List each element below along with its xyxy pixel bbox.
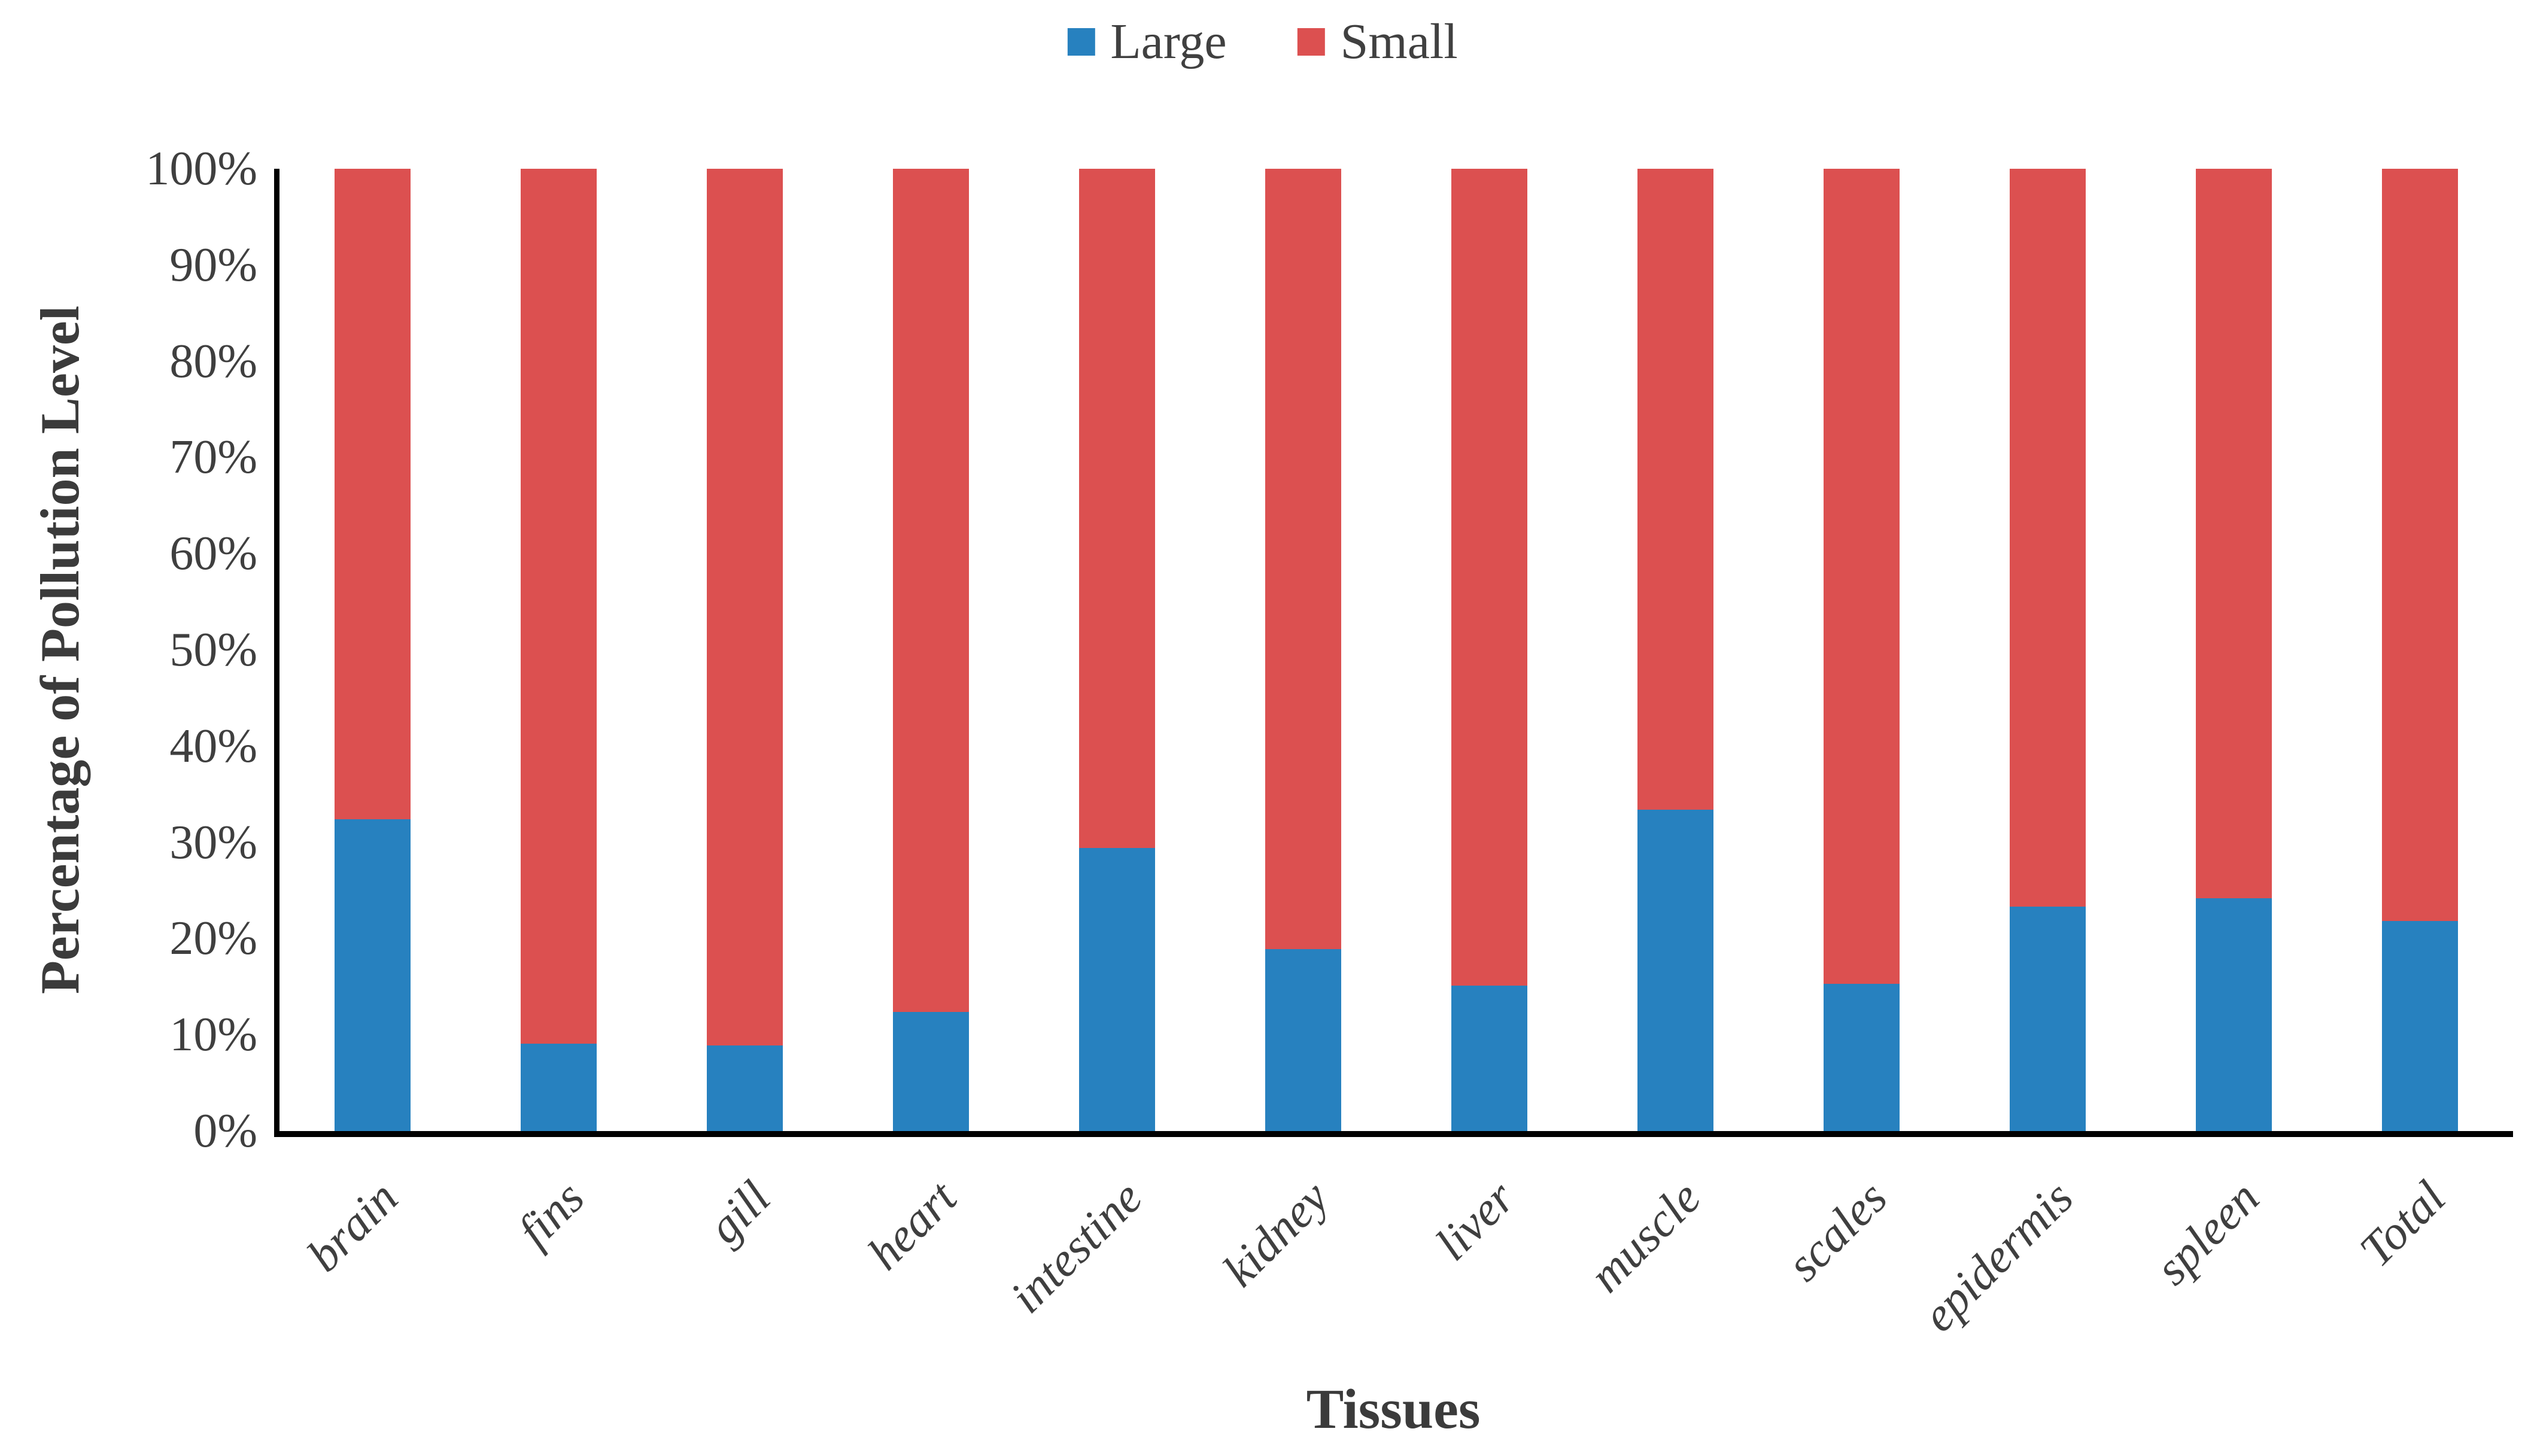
y-tick-label: 20% xyxy=(169,912,257,965)
y-tick-label: 80% xyxy=(169,335,257,388)
segment-large xyxy=(892,1011,970,1131)
segment-small xyxy=(892,169,970,1012)
y-axis-title: Percentage of Pollution Level xyxy=(29,305,90,995)
stacked-bar-fins xyxy=(520,169,597,1131)
x-category-label: spleen xyxy=(2146,1171,2269,1295)
segment-small xyxy=(1265,169,1342,950)
x-category-label: heart xyxy=(858,1171,967,1280)
stacked-bar-kidney xyxy=(1265,169,1342,1131)
segment-large xyxy=(520,1043,597,1131)
bar-slot-heart xyxy=(838,169,1024,1131)
y-tick-label: 0% xyxy=(193,1105,257,1157)
stacked-bar-heart xyxy=(892,169,970,1131)
segment-large xyxy=(1078,848,1156,1131)
legend-swatch-icon xyxy=(1297,28,1325,56)
x-category-label: kidney xyxy=(1213,1171,1339,1297)
bar-slot-total xyxy=(2327,169,2513,1131)
segment-large xyxy=(706,1045,783,1131)
bar-slot-kidney xyxy=(1210,169,1396,1131)
x-category-label: liver xyxy=(1426,1171,1525,1271)
x-category-label: scales xyxy=(1777,1171,1897,1291)
bar-slot-muscle xyxy=(1582,169,1769,1131)
segment-large xyxy=(1451,986,1528,1131)
legend: Large Small xyxy=(1067,14,1458,69)
x-category-label: muscle xyxy=(1579,1171,1711,1303)
stacked-bar-spleen xyxy=(2195,169,2272,1131)
y-tick-label: 10% xyxy=(169,1008,257,1062)
x-category-label: epidermis xyxy=(1912,1171,2083,1342)
x-category-label: fins xyxy=(508,1171,594,1258)
segment-small xyxy=(520,169,597,1044)
stacked-bar-total xyxy=(2381,169,2459,1131)
segment-small xyxy=(1078,169,1156,849)
legend-item-small: Small xyxy=(1297,14,1458,69)
x-category-label: Total xyxy=(2350,1171,2456,1277)
bar-slot-fins xyxy=(466,169,652,1131)
segment-large xyxy=(1823,983,1900,1131)
segment-small xyxy=(2381,169,2459,922)
plot-area xyxy=(274,169,2513,1137)
bar-slot-scales xyxy=(1769,169,1955,1131)
bar-slot-epidermis xyxy=(1955,169,2141,1131)
x-axis-title: Tissues xyxy=(1306,1378,1481,1440)
x-category-label: gill xyxy=(698,1171,780,1254)
legend-label: Small xyxy=(1340,14,1458,69)
y-tick-label: 70% xyxy=(169,431,257,484)
segment-large xyxy=(2195,898,2272,1131)
stacked-bar-brain xyxy=(334,169,411,1131)
stacked-bar-liver xyxy=(1451,169,1528,1131)
y-tick-label: 40% xyxy=(169,719,257,773)
x-category-label: intestine xyxy=(1001,1171,1153,1324)
bar-slot-brain xyxy=(279,169,466,1131)
bar-slot-spleen xyxy=(2141,169,2327,1131)
y-tick-label: 50% xyxy=(169,624,257,676)
segment-small xyxy=(2009,169,2086,907)
segment-small xyxy=(2195,169,2272,898)
stacked-bar-intestine xyxy=(1078,169,1156,1131)
stacked-bar-scales xyxy=(1823,169,1900,1131)
stacked-bar-epidermis xyxy=(2009,169,2086,1131)
segment-small xyxy=(1637,169,1714,810)
segment-large xyxy=(1637,809,1714,1131)
legend-swatch-icon xyxy=(1067,28,1095,56)
bar-slot-intestine xyxy=(1024,169,1210,1131)
legend-item-large: Large xyxy=(1067,14,1227,69)
segment-large xyxy=(2381,921,2459,1131)
segment-large xyxy=(1265,949,1342,1131)
bar-slot-gill xyxy=(652,169,838,1131)
legend-label: Large xyxy=(1110,14,1227,69)
y-tick-label: 90% xyxy=(169,238,257,291)
segment-small xyxy=(1823,169,1900,984)
y-tick-label: 60% xyxy=(169,527,257,580)
y-tick-label: 100% xyxy=(145,142,257,195)
y-tick-label: 30% xyxy=(169,816,257,869)
bar-slot-liver xyxy=(1396,169,1582,1131)
x-category-label: brain xyxy=(297,1171,408,1282)
stacked-bar-gill xyxy=(706,169,783,1131)
segment-small xyxy=(1451,169,1528,986)
segment-large xyxy=(334,819,411,1131)
segment-large xyxy=(2009,907,2086,1131)
segment-small xyxy=(334,169,411,819)
stacked-bar-muscle xyxy=(1637,169,1714,1131)
segment-small xyxy=(706,169,783,1045)
